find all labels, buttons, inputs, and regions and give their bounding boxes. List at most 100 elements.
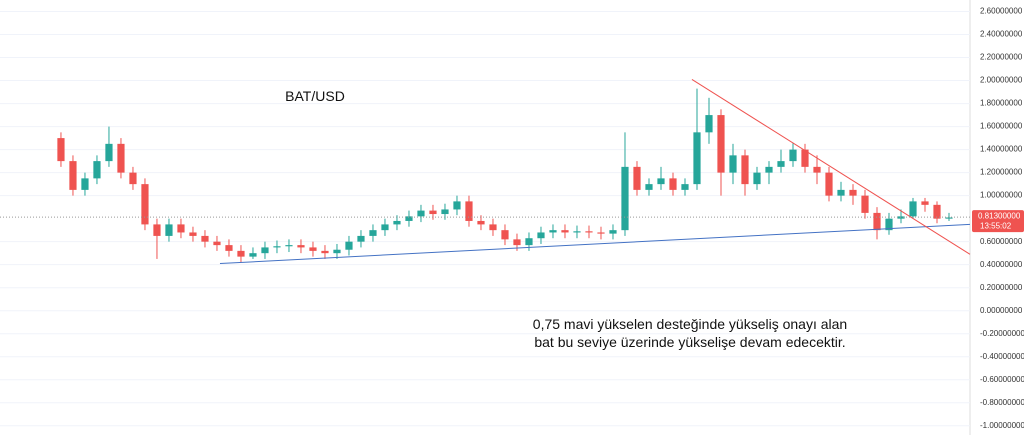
candle-body	[213, 241, 221, 246]
candle-body	[873, 212, 881, 231]
candle-body	[273, 246, 281, 248]
candle-body	[201, 235, 209, 242]
candle-body	[945, 217, 953, 219]
y-tick-label: 2.60000000	[980, 7, 1023, 16]
candle-body	[669, 178, 677, 190]
candle-body	[837, 189, 845, 196]
countdown: 13:55:02	[980, 221, 1012, 230]
candle-body	[717, 115, 725, 173]
candle-body	[393, 220, 401, 225]
chart-title: BAT/USD	[285, 88, 345, 104]
candle-body	[501, 230, 509, 240]
candle-body	[453, 201, 461, 210]
y-tick-label: 1.60000000	[980, 122, 1023, 131]
y-tick-label: 2.00000000	[980, 76, 1023, 85]
candle-body	[729, 155, 737, 173]
candle-body	[285, 245, 293, 247]
candle-body	[885, 218, 893, 231]
candle-body	[933, 204, 941, 219]
y-tick-label: -0.60000000	[980, 375, 1024, 384]
y-tick-label: 2.40000000	[980, 30, 1023, 39]
candle-body	[69, 161, 77, 190]
candle-body	[705, 115, 713, 133]
candle-body	[849, 189, 857, 196]
candle-body	[549, 230, 557, 233]
candle-body	[93, 161, 101, 179]
y-tick-label: 0.60000000	[980, 237, 1023, 246]
candle-body	[105, 143, 113, 162]
candle-body	[489, 224, 497, 231]
y-tick-label: 1.00000000	[980, 191, 1023, 200]
y-tick-label: -1.00000000	[980, 421, 1024, 430]
candle-body	[57, 138, 65, 162]
candle-body	[297, 245, 305, 248]
candle-body	[813, 166, 821, 173]
candle-body	[789, 149, 797, 162]
candle-body	[765, 166, 773, 173]
candle-body	[129, 172, 137, 185]
candle-body	[921, 201, 929, 205]
y-tick-label: 0.20000000	[980, 283, 1023, 292]
candle-body	[585, 231, 593, 233]
candle-body	[633, 166, 641, 190]
candle-body	[609, 230, 617, 234]
candle-body	[741, 155, 749, 185]
y-tick-label: 0.40000000	[980, 260, 1023, 269]
candle-body	[381, 224, 389, 231]
last-price-box	[972, 210, 1024, 233]
candle-body	[657, 178, 665, 185]
candle-body	[561, 230, 569, 233]
candle-body	[477, 220, 485, 225]
annotation: bat bu seviye üzerinde yükselişe devam e…	[534, 334, 845, 350]
y-tick-label: 2.20000000	[980, 53, 1023, 62]
candle-body	[573, 231, 581, 233]
y-tick-label: -0.80000000	[980, 398, 1024, 407]
candle-body	[357, 235, 365, 242]
y-tick-label: -0.40000000	[980, 352, 1024, 361]
candle-body	[249, 253, 257, 257]
candle-body	[237, 250, 245, 257]
candle-body	[405, 216, 413, 221]
candle-body	[429, 210, 437, 215]
trendline	[691, 78, 971, 255]
candle-body	[417, 210, 425, 217]
candle-body	[825, 172, 833, 196]
candle-body	[177, 224, 185, 233]
candle-body	[693, 132, 701, 185]
candle-body	[225, 245, 233, 251]
y-tick-label: 1.80000000	[980, 99, 1023, 108]
candle-body	[309, 247, 317, 251]
candle-body	[753, 172, 761, 185]
candle-body	[681, 184, 689, 190]
candle-body	[645, 184, 653, 190]
candle-body	[777, 161, 785, 167]
candle-body	[621, 166, 629, 231]
candle-body	[525, 238, 533, 246]
candle-body	[165, 224, 173, 236]
last-price-label: 0.81300000	[978, 211, 1021, 220]
y-tick-label: 1.40000000	[980, 145, 1023, 154]
candle-body	[345, 241, 353, 250]
candle-body	[333, 249, 341, 254]
y-tick-label: 1.20000000	[980, 168, 1023, 177]
candle-body	[465, 201, 473, 221]
trendline	[219, 223, 971, 265]
y-tick-label: 0.00000000	[980, 306, 1023, 315]
candle-body	[861, 195, 869, 213]
candle-body	[117, 143, 125, 173]
annotation: 0,75 mavi yükselen desteğinde yükseliş o…	[533, 316, 847, 332]
candle-body	[909, 201, 917, 217]
candle-body	[189, 232, 197, 236]
candle-body	[153, 224, 161, 236]
candle-body	[321, 250, 329, 254]
candle-body	[801, 149, 809, 167]
y-tick-label: -0.20000000	[980, 329, 1024, 338]
candle-body	[369, 230, 377, 236]
candle-body	[597, 232, 605, 234]
candle-body	[141, 184, 149, 225]
candle-body	[513, 239, 521, 246]
candle-body	[537, 232, 545, 239]
candle-body	[81, 178, 89, 190]
candle-body	[441, 209, 449, 215]
